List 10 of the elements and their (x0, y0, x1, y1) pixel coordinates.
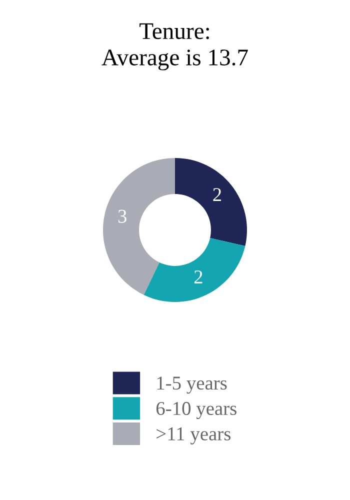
donut-slice (175, 158, 247, 246)
legend-label: >11 years (156, 427, 230, 444)
legend-label: 1-5 years (157, 376, 227, 394)
data-label: 3 (118, 210, 126, 223)
chart-title: Tenure: Average is 13.7 (102, 23, 248, 70)
data-label: 2 (213, 188, 222, 202)
donut-slice (103, 158, 175, 295)
donut-slice (144, 238, 246, 302)
data-label: 2 (194, 270, 202, 284)
legend-label: 6-10 years (156, 402, 236, 420)
